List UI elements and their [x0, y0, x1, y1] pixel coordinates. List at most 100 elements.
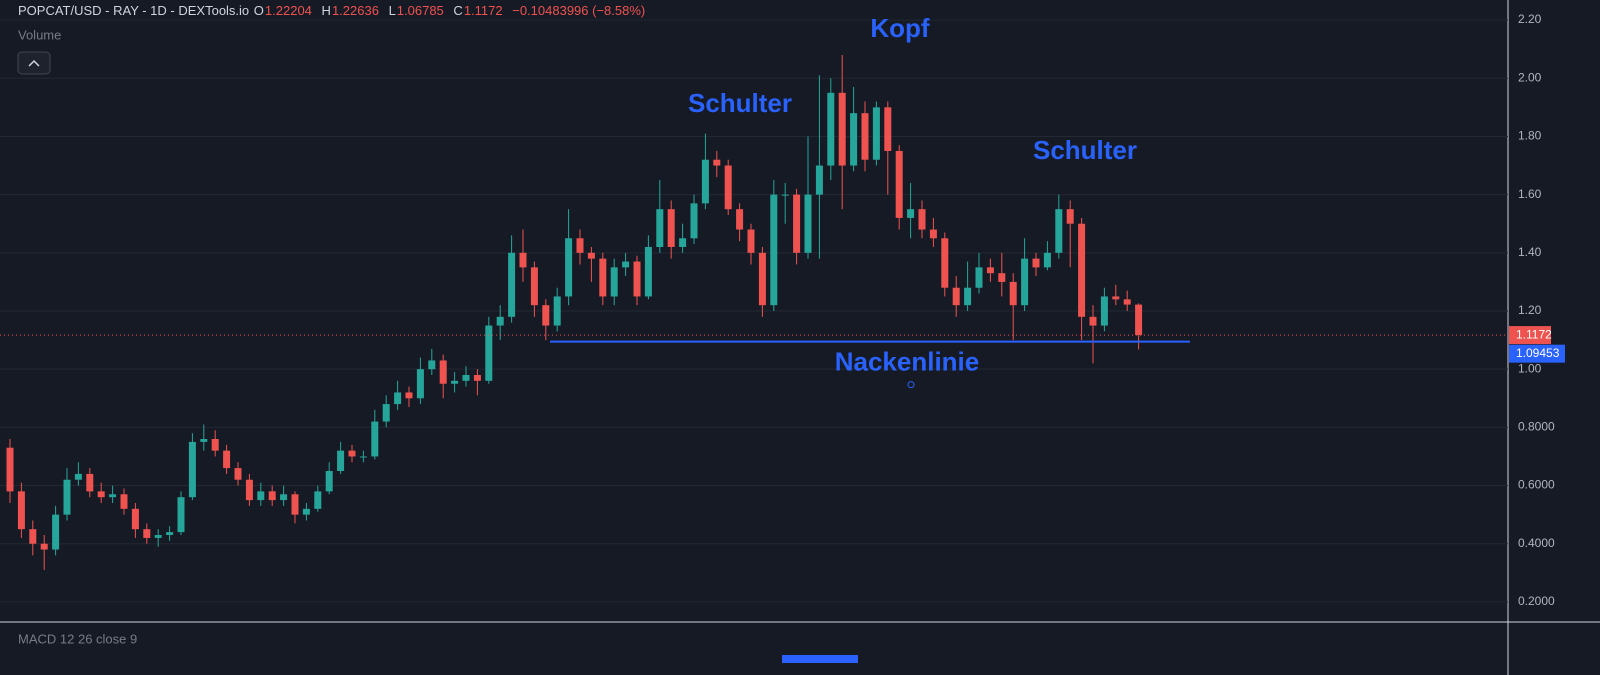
- indicator-label: MACD 12 26 close 9: [18, 631, 137, 646]
- candle-body: [508, 252, 516, 317]
- candle-body: [211, 439, 219, 451]
- candle-body: [884, 107, 892, 151]
- candle-body: [815, 165, 823, 195]
- annotation: Schulter: [688, 88, 792, 118]
- candle-body: [918, 209, 926, 230]
- candle-body: [416, 369, 424, 399]
- candle-body: [907, 209, 915, 218]
- candle-body: [268, 491, 276, 501]
- annotation: Kopf: [870, 13, 930, 43]
- ohlc-letter: L: [388, 3, 396, 18]
- candle-body: [610, 267, 618, 297]
- candle-body: [40, 543, 48, 550]
- candle-body: [234, 468, 242, 480]
- candle-body: [1135, 304, 1143, 336]
- candle-body: [29, 529, 37, 544]
- candle-body: [986, 267, 994, 274]
- candle-body: [701, 159, 709, 204]
- collapse-button[interactable]: [17, 51, 51, 75]
- candle-body: [86, 473, 94, 492]
- candle-body: [1055, 209, 1063, 253]
- candle-body: [348, 450, 356, 457]
- candle-body: [736, 209, 744, 230]
- candle-body: [1078, 223, 1086, 317]
- candle-body: [975, 267, 983, 288]
- candle-body: [1009, 281, 1017, 306]
- candle-body: [154, 535, 162, 538]
- candle-body: [622, 261, 630, 268]
- candle-body: [1021, 258, 1029, 306]
- candle-body: [496, 316, 504, 326]
- candle-body: [462, 375, 470, 381]
- candle-body: [200, 439, 208, 442]
- candle-body: [382, 404, 390, 422]
- candle-body: [850, 113, 858, 166]
- ohlc-value: 1.06785: [396, 3, 444, 18]
- candle-body: [473, 375, 481, 381]
- candle-body: [690, 203, 698, 239]
- scrollbar[interactable]: [782, 655, 858, 663]
- candle-body: [941, 238, 949, 288]
- candle-body: [302, 508, 310, 515]
- ohlc-letter: C: [453, 3, 463, 18]
- candle-body: [667, 209, 675, 247]
- annotation: Schulter: [1033, 135, 1137, 165]
- candle-body: [599, 258, 607, 297]
- candle-body: [280, 494, 288, 501]
- candle-body: [542, 305, 550, 326]
- y-tick-label: 1.00: [1518, 361, 1542, 375]
- candle-body: [576, 238, 584, 253]
- candle-body: [439, 360, 447, 384]
- candle-body: [371, 421, 379, 457]
- candle-body: [781, 194, 789, 196]
- candle-body: [1043, 252, 1051, 268]
- candle-body: [131, 508, 139, 530]
- candle-body: [998, 273, 1006, 282]
- candle-body: [428, 360, 436, 370]
- change: −0.10483996 (−8.58%): [512, 3, 646, 18]
- candle-body: [120, 494, 128, 509]
- ohlc-value: 1.22636: [331, 3, 379, 18]
- candle-body: [838, 92, 846, 166]
- y-tick-label: 0.8000: [1518, 420, 1555, 434]
- candle-body: [74, 473, 82, 480]
- candle-body: [52, 514, 60, 550]
- anchor-point: [907, 381, 915, 389]
- ohlc-letter: O: [253, 3, 264, 18]
- y-tick-label: 1.80: [1518, 129, 1542, 143]
- candle-body: [97, 491, 105, 498]
- candle-body: [325, 471, 333, 492]
- last-price-label: 1.1172: [1516, 327, 1552, 341]
- y-tick-label: 0.4000: [1518, 536, 1555, 550]
- candle-body: [257, 491, 265, 501]
- candle-body: [929, 229, 937, 239]
- candle-body: [553, 296, 561, 326]
- candle-body: [291, 494, 299, 515]
- annotation: Nackenlinie: [835, 347, 980, 377]
- y-tick-label: 0.2000: [1518, 594, 1555, 608]
- candle-body: [1100, 296, 1108, 326]
- candle-body: [1112, 296, 1120, 300]
- candle-body: [17, 491, 25, 530]
- candle-body: [63, 479, 71, 515]
- candle-body: [405, 392, 413, 399]
- candle-body: [6, 447, 14, 492]
- ohlc-value: 1.22204: [264, 3, 312, 18]
- candle-body: [394, 392, 402, 405]
- collapse-icon: [28, 59, 40, 67]
- y-tick-label: 1.60: [1518, 187, 1542, 201]
- candle-body: [861, 113, 869, 160]
- candle-body: [451, 380, 459, 384]
- candle-body: [804, 194, 812, 253]
- candle-body: [177, 497, 185, 533]
- candle-body: [1089, 316, 1097, 326]
- candle-body: [724, 165, 732, 210]
- symbol: POPCAT/USD - RAY - 1D - DEXTools.io: [18, 3, 250, 18]
- candle-body: [656, 209, 664, 247]
- candle-body: [872, 107, 880, 160]
- last-price-tag: [1509, 326, 1551, 345]
- y-tick-label: 2.20: [1518, 12, 1542, 26]
